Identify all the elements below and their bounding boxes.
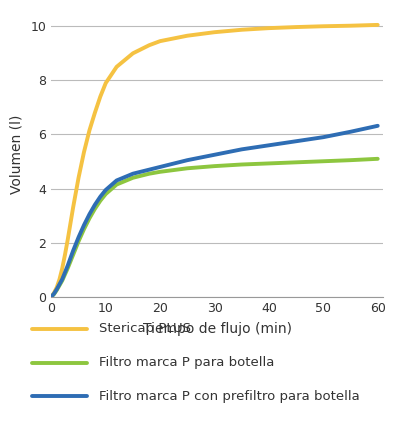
Stericap PLUS (52, 290, 56, 295)
Stericap PLUS (239, 27, 244, 32)
Filtro marca P para botella (158, 169, 162, 174)
Stericap PLUS (294, 25, 299, 30)
Filtro marca P con prefiltro para botella (98, 194, 103, 199)
Filtro marca P con prefiltro para botella (92, 202, 97, 207)
Filtro marca P para botella (131, 175, 135, 180)
Filtro marca P con prefiltro para botella (114, 178, 119, 183)
Filtro marca P para botella (76, 239, 81, 244)
Filtro marca P con prefiltro para botella (52, 291, 56, 296)
Filtro marca P para botella (87, 216, 92, 221)
Filtro marca P para botella (239, 162, 244, 167)
Filtro marca P para botella (321, 159, 326, 164)
Filtro marca P con prefiltro para botella (294, 139, 299, 144)
Stericap PLUS (98, 94, 103, 99)
Stericap PLUS (82, 150, 87, 155)
Stericap PLUS (71, 205, 75, 210)
Stericap PLUS (76, 175, 81, 180)
Stericap PLUS (131, 51, 135, 56)
Filtro marca P con prefiltro para botella (185, 158, 190, 163)
Stericap PLUS (65, 237, 70, 243)
Stericap PLUS (158, 39, 162, 44)
Line: Filtro marca P con prefiltro para botella: Filtro marca P con prefiltro para botell… (51, 126, 378, 297)
Filtro marca P con prefiltro para botella (71, 248, 75, 254)
Stericap PLUS (212, 30, 217, 35)
Filtro marca P con prefiltro para botella (348, 129, 353, 134)
Filtro marca P para botella (65, 266, 70, 271)
Stericap PLUS (103, 81, 108, 86)
Filtro marca P para botella (92, 206, 97, 212)
Stericap PLUS (375, 22, 380, 28)
Filtro marca P con prefiltro para botella (212, 152, 217, 157)
Stericap PLUS (57, 277, 62, 282)
Stericap PLUS (49, 294, 54, 299)
Filtro marca P con prefiltro para botella (60, 277, 65, 282)
Y-axis label: Volumen (l): Volumen (l) (9, 115, 24, 195)
Text: Filtro marca P con prefiltro para botella: Filtro marca P con prefiltro para botell… (99, 390, 359, 403)
Filtro marca P para botella (294, 160, 299, 165)
Filtro marca P con prefiltro para botella (147, 167, 152, 172)
Filtro marca P con prefiltro para botella (65, 263, 70, 268)
Stericap PLUS (348, 23, 353, 28)
Filtro marca P para botella (147, 171, 152, 176)
Filtro marca P para botella (267, 161, 271, 166)
Filtro marca P con prefiltro para botella (321, 135, 326, 140)
Filtro marca P para botella (348, 158, 353, 163)
Stericap PLUS (62, 252, 67, 257)
Stericap PLUS (60, 266, 65, 271)
Filtro marca P con prefiltro para botella (87, 212, 92, 217)
Stericap PLUS (55, 285, 59, 290)
Filtro marca P para botella (185, 166, 190, 171)
Filtro marca P con prefiltro para botella (131, 171, 135, 176)
Text: Filtro marca P para botella: Filtro marca P para botella (99, 356, 274, 369)
Filtro marca P para botella (82, 226, 87, 232)
Filtro marca P para botella (114, 182, 119, 187)
Stericap PLUS (87, 128, 92, 133)
Filtro marca P para botella (375, 156, 380, 162)
Stericap PLUS (68, 221, 73, 226)
Filtro marca P con prefiltro para botella (55, 287, 59, 292)
Filtro marca P para botella (55, 287, 59, 293)
Stericap PLUS (147, 43, 152, 48)
Filtro marca P con prefiltro para botella (76, 235, 81, 240)
Line: Filtro marca P para botella: Filtro marca P para botella (51, 159, 378, 297)
Stericap PLUS (114, 64, 119, 70)
Filtro marca P con prefiltro para botella (158, 165, 162, 170)
Filtro marca P para botella (71, 252, 75, 257)
Line: Stericap PLUS: Stericap PLUS (51, 25, 378, 297)
Filtro marca P para botella (212, 164, 217, 169)
Filtro marca P con prefiltro para botella (82, 223, 87, 228)
Filtro marca P para botella (49, 294, 54, 299)
Stericap PLUS (185, 33, 190, 38)
Filtro marca P para botella (60, 278, 65, 283)
Text: Stericap PLUS: Stericap PLUS (99, 322, 191, 335)
Stericap PLUS (267, 25, 271, 31)
Filtro marca P para botella (98, 198, 103, 203)
X-axis label: Tiempo de flujo (min): Tiempo de flujo (min) (143, 322, 292, 336)
Filtro marca P para botella (52, 292, 56, 297)
Filtro marca P con prefiltro para botella (239, 147, 244, 152)
Stericap PLUS (92, 110, 97, 115)
Stericap PLUS (321, 24, 326, 29)
Filtro marca P con prefiltro para botella (103, 187, 108, 192)
Filtro marca P con prefiltro para botella (49, 294, 54, 299)
Filtro marca P con prefiltro para botella (267, 143, 271, 148)
Filtro marca P con prefiltro para botella (375, 123, 380, 128)
Filtro marca P para botella (103, 192, 108, 197)
